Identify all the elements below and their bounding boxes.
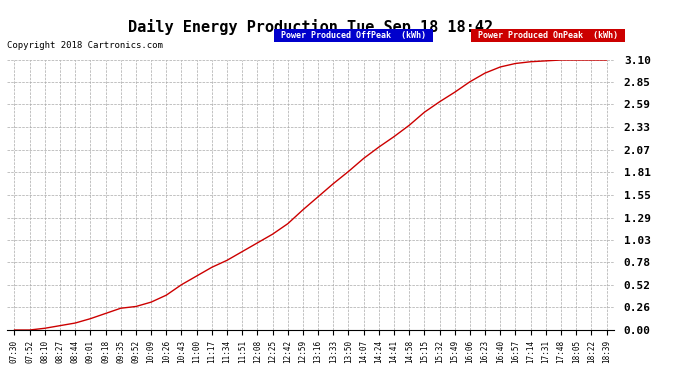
Text: Power Produced OnPeak  (kWh): Power Produced OnPeak (kWh) [473, 31, 622, 40]
Text: Copyright 2018 Cartronics.com: Copyright 2018 Cartronics.com [7, 41, 163, 50]
Text: Power Produced OffPeak  (kWh): Power Produced OffPeak (kWh) [276, 31, 431, 40]
Text: Daily Energy Production Tue Sep 18 18:42: Daily Energy Production Tue Sep 18 18:42 [128, 19, 493, 35]
